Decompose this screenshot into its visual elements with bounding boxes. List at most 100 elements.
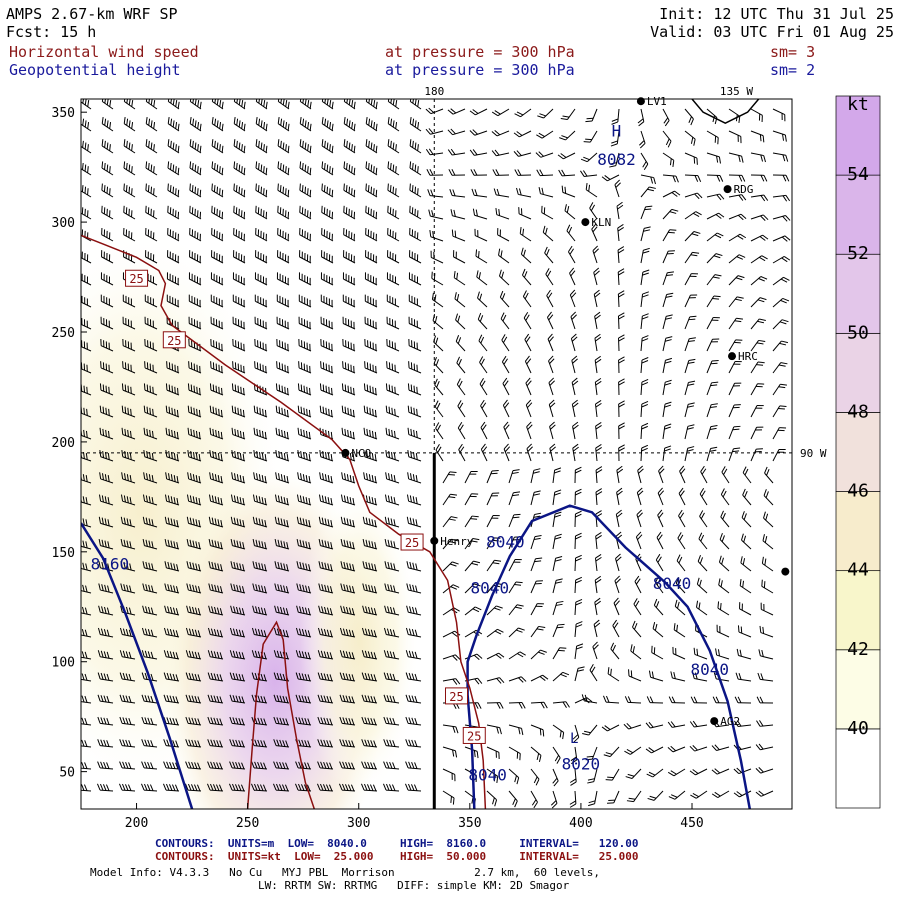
wind-barb [255, 99, 268, 110]
wind-barb [98, 494, 114, 506]
wind-barb [574, 666, 585, 682]
colorbar-label: 50 [847, 322, 869, 343]
wind-barb [408, 294, 422, 308]
wind-barb [610, 130, 620, 147]
wind-barb [640, 400, 649, 418]
wind-barb [207, 783, 224, 792]
wind-barb [672, 646, 686, 660]
wind-barb [409, 183, 422, 198]
wind-barb [318, 538, 334, 550]
wind-barb [189, 250, 202, 264]
wind-barb [163, 627, 180, 638]
wind-barb [167, 250, 180, 264]
station-label: AG2 [720, 715, 740, 728]
wind-barb [229, 694, 246, 704]
wind-barb [408, 361, 422, 374]
wind-barb [695, 600, 708, 616]
wind-barb [486, 605, 503, 616]
wind-barb [450, 209, 466, 220]
wind-barb [385, 405, 400, 418]
wind-barb [662, 108, 670, 127]
forecast-hour: Fcst: 15 h [6, 23, 96, 41]
wind-barb [536, 169, 554, 177]
wind-barb [229, 672, 246, 682]
wind-barb [229, 627, 246, 638]
wind-barb [618, 422, 625, 440]
wind-barb [572, 421, 579, 440]
wind-barb [434, 378, 444, 396]
height-contour-label: 8040 [471, 579, 510, 598]
wind-barb [451, 229, 466, 242]
wind-barb [502, 377, 510, 396]
wind-barb [548, 399, 556, 418]
wind-barb [361, 627, 378, 638]
wind-barb [231, 472, 246, 484]
lon-label-135w: 135 W [720, 85, 753, 98]
wind-barb [750, 108, 763, 123]
colorbar-label: 42 [847, 639, 869, 660]
wind-barb [167, 183, 180, 198]
wind-barb [143, 405, 158, 418]
wind-barb [207, 627, 224, 638]
wind-barb [472, 208, 488, 220]
wind-barb [405, 761, 422, 770]
wind-barb [456, 378, 466, 396]
wind-barb [569, 790, 577, 808]
wind-barb [167, 139, 180, 154]
wind-barb [593, 267, 600, 286]
wind-barb [320, 294, 334, 308]
wind-barb [662, 445, 672, 462]
wind-barb [750, 426, 764, 440]
wind-barb [560, 108, 576, 121]
wind-barb [508, 702, 526, 709]
wind-barb [759, 625, 774, 638]
wind-barb [442, 654, 461, 661]
wind-barb [123, 161, 136, 176]
wind-barb [144, 338, 158, 352]
wind-barb [145, 183, 158, 198]
wind-barb [186, 583, 202, 594]
wind-barb [320, 361, 334, 374]
wind-barb [255, 161, 268, 176]
wind-barb [581, 694, 598, 704]
wind-barb [81, 739, 92, 748]
wind-barb [706, 212, 725, 220]
wind-barb [662, 130, 672, 148]
wind-barb [409, 250, 422, 264]
wind-barb [252, 583, 268, 594]
wind-barb [427, 189, 444, 198]
wind-barb [409, 227, 422, 242]
wind-barb [750, 361, 765, 374]
wind-barb [750, 255, 768, 264]
wind-barb [143, 383, 158, 396]
wind-barb [407, 472, 422, 484]
wind-barb [711, 744, 730, 751]
wind-barb [274, 605, 290, 616]
wind-barb [230, 516, 246, 528]
wind-barb [318, 494, 334, 506]
wind-barb [711, 768, 730, 775]
wind-barb [189, 205, 202, 220]
wind-barb [299, 161, 312, 176]
wind-barb [342, 361, 356, 374]
height-contour-label: 8020 [562, 754, 601, 773]
wind-barb [442, 584, 460, 594]
wind-barb [772, 235, 791, 242]
wind-barb [253, 450, 268, 462]
wind-barb [442, 471, 457, 484]
wind-barb [275, 472, 290, 484]
wind-barb [479, 356, 488, 374]
wind-barb [690, 790, 708, 799]
height-contour-8040 [466, 504, 752, 809]
wind-barb [251, 627, 268, 638]
wind-barb [728, 152, 744, 163]
wind-barb [442, 768, 456, 782]
wind-barb [572, 443, 579, 462]
wind-barb [276, 294, 290, 308]
wind-barb [81, 717, 92, 726]
wind-barb [365, 183, 378, 198]
colorbar-label: 52 [847, 243, 869, 264]
wind-barb [386, 338, 400, 352]
wind-barb [81, 606, 92, 616]
wind-barb [365, 205, 378, 220]
